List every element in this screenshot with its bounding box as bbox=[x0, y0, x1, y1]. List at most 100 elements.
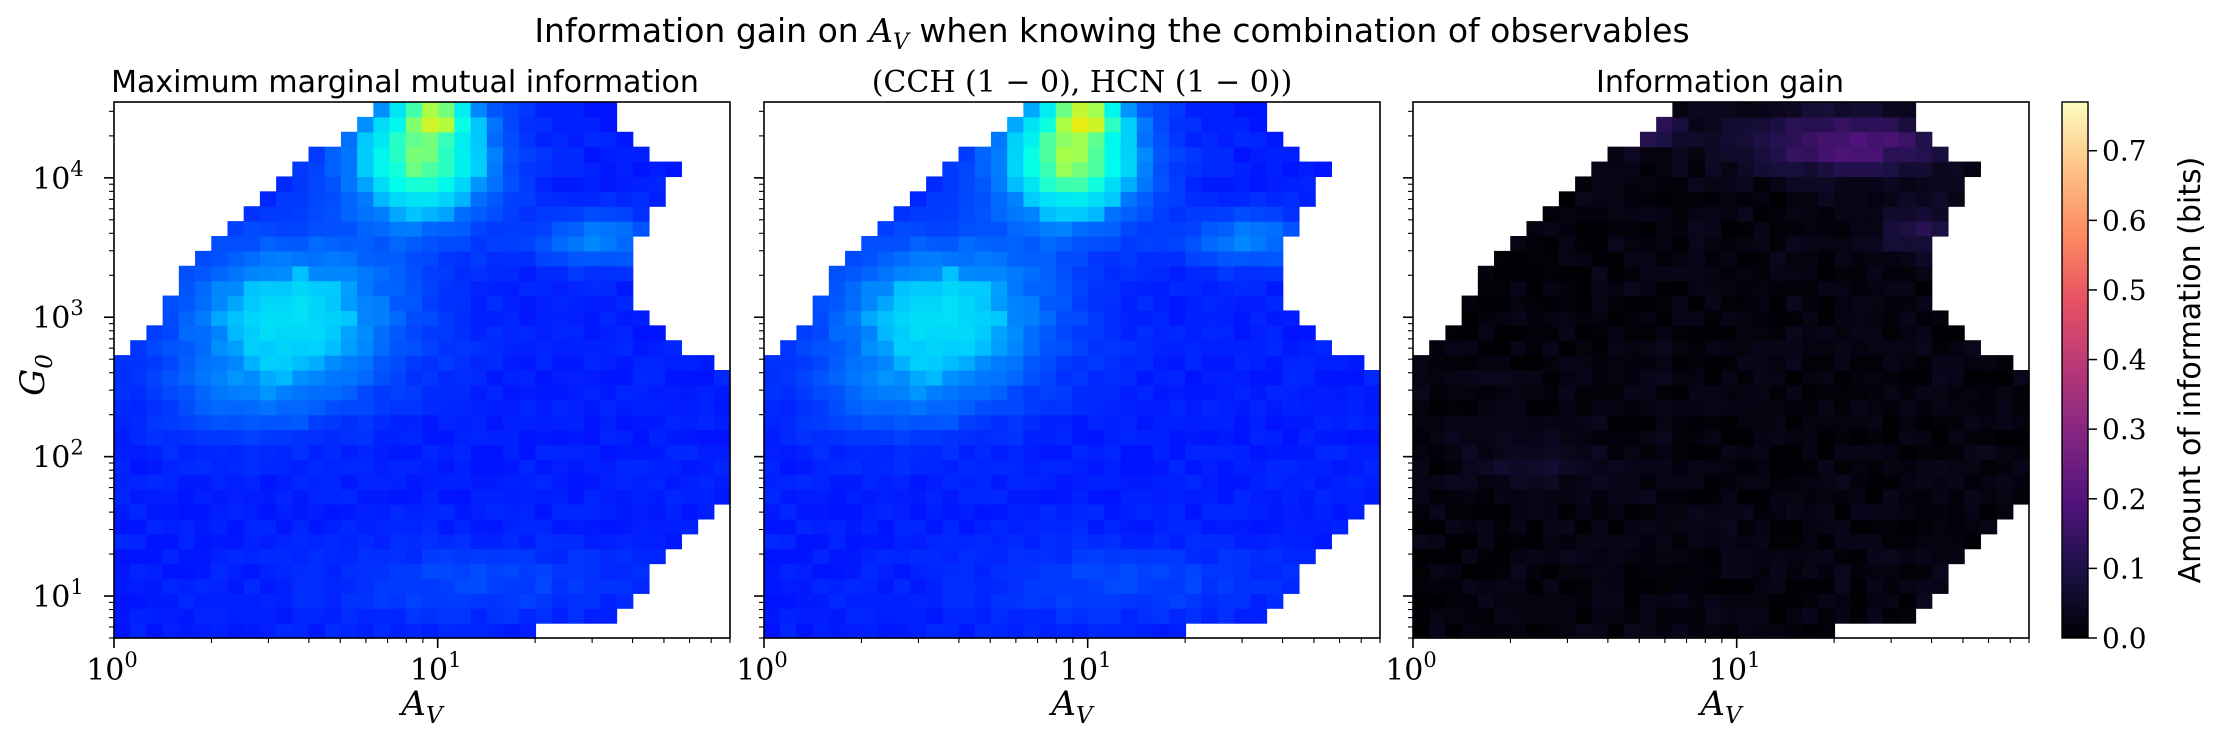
heatmap-cell bbox=[276, 608, 293, 624]
heatmap-cell bbox=[1298, 370, 1316, 386]
heatmap-cell bbox=[1055, 295, 1073, 312]
heatmap-cell bbox=[454, 116, 472, 133]
heatmap-cell bbox=[1931, 444, 1949, 460]
heatmap-cell bbox=[422, 444, 439, 460]
heatmap-cell bbox=[438, 176, 456, 192]
heatmap-cell bbox=[357, 533, 374, 550]
heatmap-cell bbox=[1347, 504, 1365, 520]
heatmap-cell bbox=[942, 191, 960, 207]
heatmap-cell bbox=[1623, 489, 1641, 505]
heatmap-cell bbox=[178, 533, 196, 550]
heatmap-cell bbox=[1737, 489, 1755, 505]
heatmap-cell bbox=[470, 280, 488, 297]
heatmap-cell bbox=[1688, 429, 1706, 446]
colorbar-gradient bbox=[2061, 101, 2089, 639]
heatmap-cell bbox=[1558, 518, 1576, 535]
heatmap-cell bbox=[470, 593, 488, 609]
heatmap-cell bbox=[1526, 236, 1544, 252]
heatmap-cell bbox=[1250, 474, 1268, 490]
heatmap-cell bbox=[454, 221, 472, 237]
heatmap-cell bbox=[1250, 563, 1268, 580]
heatmap-cell bbox=[1526, 533, 1544, 550]
heatmap-cell bbox=[519, 370, 537, 386]
heatmap-cell bbox=[292, 504, 310, 520]
heatmap-cell bbox=[1672, 116, 1690, 133]
heatmap-cell bbox=[1818, 414, 1836, 431]
heatmap-cell bbox=[422, 474, 439, 490]
heatmap-cell bbox=[1055, 102, 1073, 118]
heatmap-cell bbox=[1850, 518, 1868, 535]
heatmap-cell bbox=[308, 384, 326, 401]
heatmap-cell bbox=[1461, 414, 1479, 431]
heatmap-cell bbox=[567, 518, 585, 535]
heatmap-cell bbox=[178, 563, 196, 580]
heatmap-cell bbox=[357, 444, 374, 460]
heatmap-cell bbox=[1818, 608, 1836, 624]
heatmap-cell bbox=[1656, 548, 1673, 565]
heatmap-cell bbox=[616, 370, 634, 386]
heatmap-cell bbox=[1445, 474, 1463, 490]
heatmap-cell bbox=[1250, 191, 1268, 207]
heatmap-cell bbox=[1753, 623, 1771, 639]
heatmap-cell bbox=[1169, 578, 1187, 594]
heatmap-cell bbox=[259, 206, 277, 222]
heatmap-cell bbox=[1510, 325, 1528, 341]
heatmap-cell bbox=[893, 518, 911, 535]
heatmap-cell bbox=[600, 102, 618, 118]
heatmap-cell bbox=[1558, 236, 1576, 252]
heatmap-cell bbox=[845, 295, 862, 312]
heatmap-cell bbox=[1915, 533, 1933, 550]
heatmap-cell bbox=[519, 504, 537, 520]
heatmap-cell bbox=[519, 116, 537, 133]
heatmap-cell bbox=[1282, 518, 1300, 535]
heatmap-cell bbox=[1153, 280, 1170, 297]
heatmap-cell bbox=[600, 221, 618, 237]
heatmap-cell bbox=[1623, 608, 1641, 624]
heatmap-cell bbox=[519, 608, 537, 624]
heatmap-cell bbox=[1153, 504, 1170, 520]
heatmap-cell bbox=[551, 176, 569, 192]
heatmap-cell bbox=[486, 295, 504, 312]
heatmap-cell bbox=[1623, 295, 1641, 312]
heatmap-cell bbox=[1136, 623, 1154, 639]
heatmap-cell bbox=[1834, 250, 1852, 267]
heatmap-cell bbox=[1494, 370, 1511, 386]
heatmap-cell bbox=[1185, 444, 1203, 460]
heatmap-cell bbox=[1023, 116, 1041, 133]
heatmap-cell bbox=[438, 429, 456, 446]
heatmap-cell bbox=[292, 191, 310, 207]
heatmap-cell bbox=[178, 593, 196, 609]
heatmap-cell bbox=[1899, 489, 1917, 505]
heatmap-cell bbox=[926, 325, 943, 341]
heatmap-cell bbox=[422, 384, 439, 401]
heatmap-cell bbox=[1915, 221, 1933, 237]
heatmap-cell bbox=[1250, 295, 1268, 312]
heatmap-cell bbox=[438, 355, 456, 371]
heatmap-cell bbox=[405, 384, 423, 401]
heatmap-cell bbox=[1250, 533, 1268, 550]
heatmap-cell bbox=[796, 474, 814, 490]
heatmap-cell bbox=[1526, 459, 1544, 475]
heatmap-cell bbox=[632, 518, 650, 535]
heatmap-cell bbox=[503, 102, 520, 118]
heatmap-cell bbox=[1704, 116, 1722, 133]
heatmap-cell bbox=[1721, 191, 1738, 207]
heatmap-cell bbox=[1883, 221, 1900, 237]
heatmap-cell bbox=[909, 563, 927, 580]
heatmap-cell bbox=[1007, 116, 1024, 133]
heatmap-cell bbox=[308, 548, 326, 565]
heatmap-cell bbox=[1591, 414, 1609, 431]
heatmap-cell bbox=[1072, 295, 1089, 312]
heatmap-cell bbox=[373, 146, 391, 163]
heatmap-cell bbox=[1413, 459, 1430, 475]
heatmap-cell bbox=[454, 489, 472, 505]
heatmap-cell bbox=[1656, 593, 1673, 609]
heatmap-cell bbox=[1688, 489, 1706, 505]
heatmap-cell bbox=[389, 533, 407, 550]
heatmap-cell bbox=[551, 459, 569, 475]
heatmap-cell bbox=[405, 295, 423, 312]
heatmap-cell bbox=[584, 518, 601, 535]
heatmap-cell bbox=[1169, 548, 1187, 565]
heatmap-cell bbox=[324, 623, 342, 639]
heatmap-cell bbox=[1461, 310, 1479, 326]
